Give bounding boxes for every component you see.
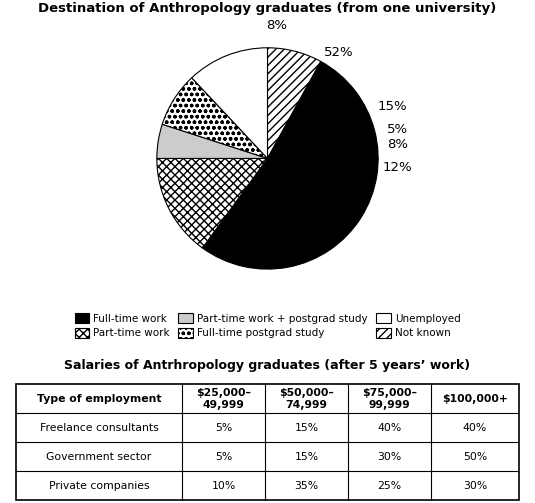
Text: 15%: 15%: [294, 452, 318, 462]
Text: Salaries of Antrhropology graduates (after 5 years’ work): Salaries of Antrhropology graduates (aft…: [64, 359, 471, 372]
Text: Freelance consultants: Freelance consultants: [40, 423, 158, 433]
Text: 40%: 40%: [463, 423, 487, 433]
Text: 15%: 15%: [294, 423, 318, 433]
Text: 15%: 15%: [377, 100, 407, 113]
Text: 40%: 40%: [377, 423, 402, 433]
Text: $50,000–
74,999: $50,000– 74,999: [279, 388, 334, 409]
Wedge shape: [192, 48, 268, 158]
Text: $25,000–
49,999: $25,000– 49,999: [196, 388, 251, 409]
Text: Private companies: Private companies: [49, 480, 149, 490]
Text: 8%: 8%: [266, 20, 287, 33]
Legend: Full-time work, Part-time work, Part-time work + postgrad study, Full-time postg: Full-time work, Part-time work, Part-tim…: [74, 313, 461, 339]
Wedge shape: [162, 78, 268, 158]
Text: 5%: 5%: [387, 123, 408, 136]
Text: 50%: 50%: [463, 452, 487, 462]
Text: 5%: 5%: [215, 452, 232, 462]
Wedge shape: [268, 48, 321, 158]
Text: 35%: 35%: [294, 480, 318, 490]
Text: 5%: 5%: [215, 423, 232, 433]
Wedge shape: [157, 158, 268, 248]
Text: $100,000+: $100,000+: [442, 394, 508, 404]
Text: 30%: 30%: [463, 480, 487, 490]
Text: Government sector: Government sector: [47, 452, 151, 462]
Text: $75,000–
99,999: $75,000– 99,999: [362, 388, 417, 409]
Text: 30%: 30%: [377, 452, 402, 462]
Text: Type of employment: Type of employment: [37, 394, 161, 404]
Text: 52%: 52%: [324, 46, 354, 59]
Text: 12%: 12%: [383, 161, 412, 174]
Text: 8%: 8%: [387, 138, 408, 151]
Wedge shape: [202, 61, 378, 269]
Title: Destination of Anthropology graduates (from one university): Destination of Anthropology graduates (f…: [39, 2, 496, 15]
Wedge shape: [157, 124, 268, 158]
Text: 25%: 25%: [377, 480, 401, 490]
Text: 10%: 10%: [211, 480, 235, 490]
